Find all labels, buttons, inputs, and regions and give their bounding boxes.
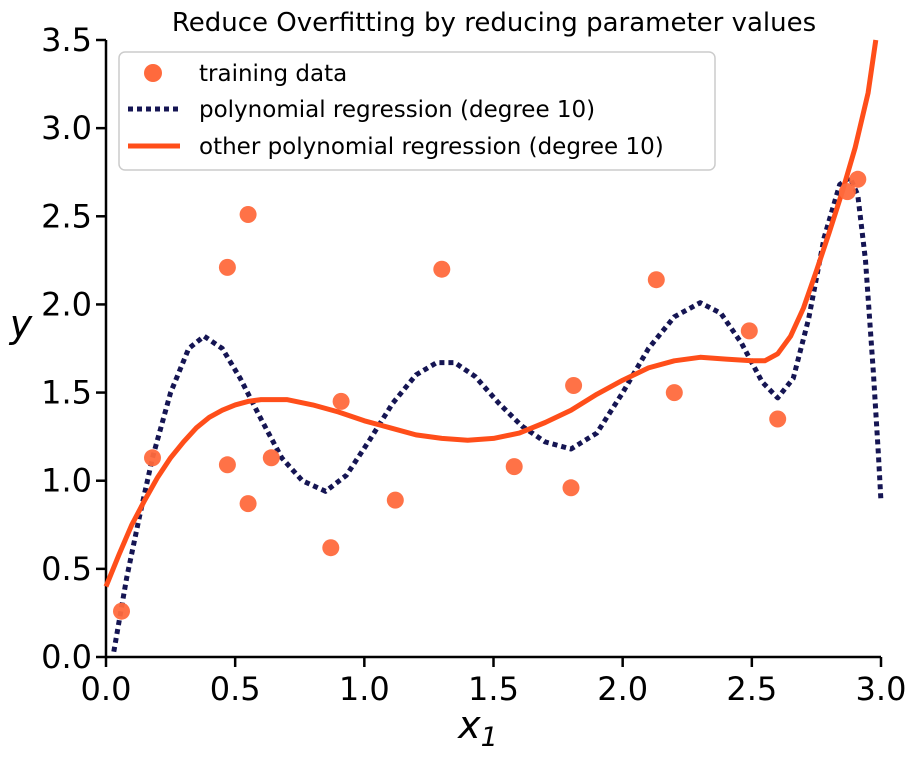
- data-point: [838, 183, 856, 201]
- series-line-other-polynomial-regression: [103, 39, 879, 588]
- data-point: [505, 458, 523, 476]
- data-point: [218, 456, 236, 474]
- data-point: [262, 449, 280, 467]
- data-point: [562, 479, 580, 497]
- legend-label-other-polynomial-regression: other polynomial regression (degree 10): [199, 134, 664, 160]
- data-point: [239, 206, 257, 223]
- data-point: [144, 449, 161, 467]
- legend-marker-training-data: [144, 64, 162, 82]
- y-tick-label: 1.5: [41, 374, 92, 412]
- x-axis-label: x1: [457, 703, 498, 753]
- data-point: [218, 258, 236, 276]
- legend: training data polynomial regression (deg…: [118, 51, 716, 171]
- y-tick-label: 1.0: [41, 462, 92, 500]
- data-point: [740, 322, 758, 340]
- x-tick-label: 1.0: [339, 670, 390, 708]
- plot-lines: [103, 39, 884, 653]
- data-point: [322, 539, 340, 557]
- data-point: [565, 377, 583, 394]
- series-line-polynomial-regression: [111, 175, 884, 653]
- data-point: [433, 260, 451, 278]
- x-tick-label: 1.5: [468, 670, 519, 708]
- data-point: [332, 392, 350, 410]
- y-tick-label: 2.5: [41, 197, 92, 235]
- data-point: [849, 170, 867, 188]
- chart-title: Reduce Overfitting by reducing parameter…: [172, 8, 816, 38]
- y-tick-label: 3.0: [41, 109, 92, 147]
- y-tick-label: 3.5: [41, 21, 92, 59]
- x-axis-label-subscript: 1: [481, 722, 498, 753]
- legend-frame: [118, 51, 716, 171]
- data-point: [239, 495, 257, 513]
- x-tick-label: 0.0: [81, 670, 132, 708]
- legend-label-polynomial-regression: polynomial regression (degree 10): [199, 97, 595, 123]
- x-tick-label: 3.0: [856, 670, 907, 708]
- x-tick-label: 2.5: [726, 670, 777, 708]
- data-point: [113, 602, 130, 620]
- plot-points: [113, 170, 867, 620]
- ticks: 0.0 0.5 1.0 1.5 2.0 2.5 3.0 0.0 0.5 1.0 1.5 2.0 2.5 3…: [41, 21, 906, 708]
- y-tick-label: 0.0: [41, 638, 92, 676]
- x-tick-label: 0.5: [210, 670, 261, 708]
- data-point: [647, 271, 665, 289]
- data-point: [769, 410, 787, 428]
- y-tick-label: 2.0: [41, 285, 92, 323]
- y-tick-label: 0.5: [41, 550, 92, 588]
- x-tick-label: 2.0: [597, 670, 648, 708]
- data-point: [665, 384, 683, 402]
- legend-label-training-data: training data: [199, 61, 347, 87]
- data-point: [386, 491, 404, 509]
- y-axis-label: y: [9, 302, 33, 346]
- x-axis-label-main: x: [457, 703, 481, 747]
